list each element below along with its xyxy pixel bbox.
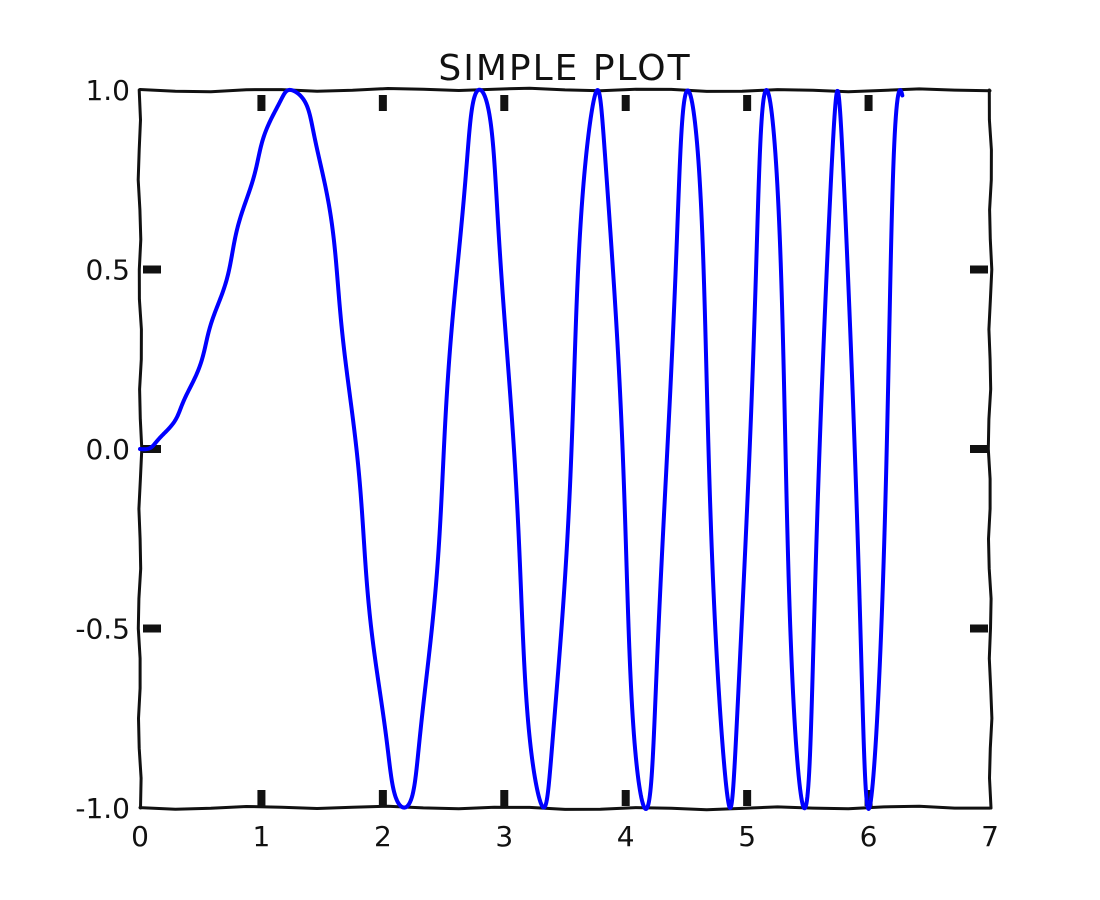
series-line-0: [138, 87, 905, 811]
x-tick-top-3: [500, 95, 509, 111]
tick-labels: 0 1 2 3 4 5 6 7 -1.0 -0.5 0.0 0.5 1.0: [75, 74, 999, 853]
series-layer: [138, 87, 905, 811]
x-tick-label-7: 7: [981, 820, 999, 853]
axis-bottom: [138, 804, 992, 812]
x-tick-top-5: [743, 95, 752, 111]
y-tick-label-4: 1.0: [85, 74, 130, 107]
y-tick-label-3: 0.5: [85, 254, 130, 287]
axis-right: [986, 88, 994, 810]
chart-title: SIMPLE PLOT: [438, 48, 691, 89]
x-tick-bottom-5: [743, 790, 752, 806]
y-tick-left-1: [143, 624, 161, 633]
y-tick-label-0: -1.0: [75, 792, 130, 825]
x-tick-label-4: 4: [617, 820, 635, 853]
y-tick-right-2: [970, 445, 988, 453]
y-tick-label-1: -0.5: [75, 613, 130, 646]
x-tick-label-2: 2: [374, 820, 392, 853]
y-tick-right-3: [970, 265, 988, 274]
x-tick-label-3: 3: [495, 820, 513, 853]
x-tick-top-2: [378, 95, 387, 111]
y-tick-right-1: [970, 624, 988, 633]
x-tick-label-5: 5: [738, 820, 756, 853]
x-tick-bottom-1: [257, 790, 266, 806]
x-tick-bottom-3: [500, 790, 509, 806]
x-tick-label-6: 6: [860, 820, 878, 853]
x-tick-top-1: [257, 95, 266, 111]
y-tick-label-2: 0.0: [85, 433, 130, 466]
x-tick-top-4: [621, 95, 630, 111]
x-tick-bottom-4: [621, 790, 630, 806]
x-tick-label-0: 0: [131, 820, 149, 853]
x-tick-label-1: 1: [253, 820, 271, 853]
axis-top: [138, 86, 992, 94]
x-tick-bottom-6: [864, 790, 873, 806]
x-tick-top-6: [864, 95, 873, 111]
x-tick-bottom-2: [378, 790, 387, 806]
y-tick-left-3: [143, 265, 161, 274]
